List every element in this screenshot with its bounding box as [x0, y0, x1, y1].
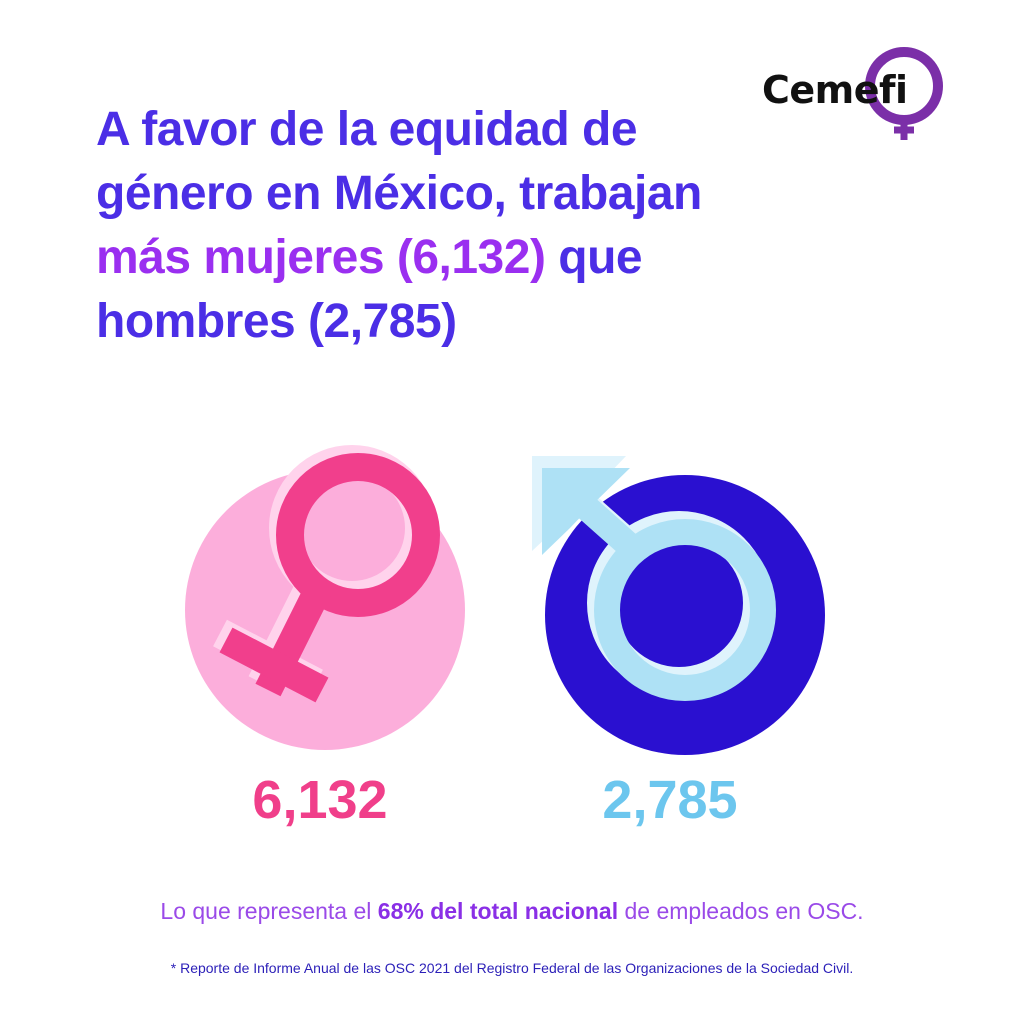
summary-prefix: Lo que representa el	[160, 898, 378, 924]
cemefi-logo: Cemefi	[752, 40, 952, 150]
cemefi-female-ring-icon	[865, 47, 943, 140]
headline-line-3-rest: que	[545, 231, 643, 284]
headline-line-1: A favor de la equidad de	[96, 103, 638, 156]
headline-line-2: género en México, trabajan	[96, 167, 702, 220]
women-count: 6,132	[252, 770, 388, 830]
headline-accent: más mujeres (6,132)	[96, 231, 546, 284]
cemefi-logo-text: Cemefi	[762, 68, 908, 112]
female-symbol-icon	[185, 445, 465, 750]
men-count: 2,785	[602, 770, 738, 830]
summary-bold: 68% del total nacional	[377, 898, 619, 924]
gender-symbols	[185, 445, 825, 755]
male-symbol-icon	[532, 456, 825, 755]
summary-text: Lo que representa el 68% del total nacio…	[0, 898, 1024, 925]
headline: A favor de la equidad de género en Méxic…	[96, 98, 816, 354]
headline-line-4: hombres (2,785)	[96, 295, 457, 348]
summary-suffix: de empleados en OSC.	[618, 898, 864, 924]
footnote: * Reporte de Informe Anual de las OSC 20…	[170, 960, 854, 976]
